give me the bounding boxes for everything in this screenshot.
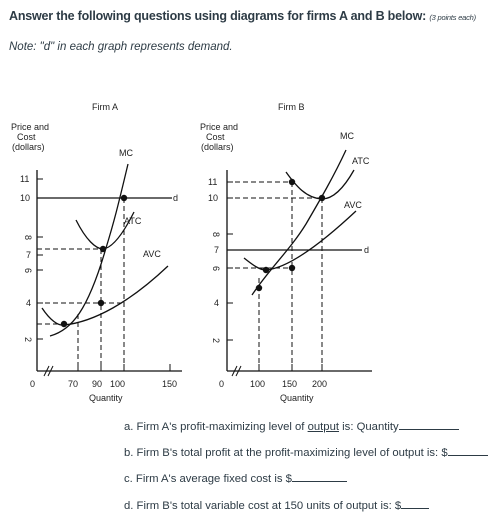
firm-b-atc-label: ATC (352, 156, 370, 166)
firm-a-y-tick-marks (37, 178, 43, 340)
firm-a-xlabel: Quantity (89, 393, 123, 403)
firm-a-y-tick-10: 10 (20, 193, 30, 203)
instructions-header: Answer the following questions using dia… (9, 9, 476, 23)
firm-b-y-tick-11: 11 (208, 177, 217, 187)
firm-b-mc-label: MC (340, 131, 354, 141)
question-a-prefix: a. Firm A's profit-maximizing level of (124, 421, 308, 433)
question-c: c. Firm A's average fixed cost is $ (124, 470, 347, 485)
firm-a-mc-label: MC (119, 148, 133, 158)
firm-a-y-tick-11: 11 (20, 174, 29, 184)
firm-a-avc-label: AVC (143, 249, 161, 259)
points-label: (3 points each) (429, 13, 476, 22)
answer-b-blank[interactable] (447, 444, 488, 456)
firm-b-avc-label: AVC (344, 200, 362, 210)
firm-graphs: Firm A Price and Cost (dollars) 11 10 8 … (11, 102, 372, 403)
firm-a-points (60, 194, 128, 328)
firm-a-y-tick-6: 6 (23, 268, 33, 273)
firm-b-guide-lines (227, 181, 323, 371)
firm-b-title: Firm B (278, 102, 305, 112)
answer-c-blank[interactable] (291, 470, 347, 482)
firm-b-xlabel: Quantity (280, 393, 314, 403)
question-b-text: b. Firm B's total profit at the profit-m… (124, 447, 448, 459)
firm-a-y-tick-2: 2 (23, 337, 33, 342)
firm-a-mc-curve (49, 163, 129, 337)
firm-b-y-tick-8: 8 (211, 232, 221, 237)
firm-a-y-tick-8: 8 (23, 235, 33, 240)
firm-b-y-tick-7: 7 (214, 245, 219, 255)
firm-b-y-tick-4: 4 (214, 298, 219, 308)
question-a-underlined: output (307, 421, 340, 433)
demand-note: Note: "d" in each graph represents deman… (9, 41, 233, 53)
firm-b-x-tick-150: 150 (282, 379, 297, 389)
answer-a-blank[interactable] (398, 418, 459, 430)
firm-b-y-tick-marks (227, 181, 233, 341)
firm-a-graph: Firm A Price and Cost (dollars) 11 10 8 … (11, 102, 182, 403)
firm-b-points (255, 178, 326, 292)
firm-a-title: Firm A (92, 102, 118, 112)
question-d: d. Firm B's total variable cost at 150 u… (124, 497, 430, 512)
firm-b-x-tick-marks (258, 364, 323, 371)
firm-b-y-tick-10: 10 (208, 193, 218, 203)
firm-b-axis-break (231, 365, 242, 377)
firm-b-x-tick-200: 200 (312, 379, 327, 389)
firm-b-mc-curve (251, 149, 347, 296)
firm-a-y-tick-4: 4 (26, 298, 31, 308)
firm-b-y-tick-2: 2 (211, 338, 221, 343)
firm-a-origin: 0 (30, 379, 35, 389)
firm-a-axis-break (43, 365, 54, 377)
firm-b-y-tick-6: 6 (211, 266, 221, 271)
firm-a-ylabel-line3: (dollars) (12, 142, 45, 152)
firm-a-x-tick-100: 100 (110, 379, 125, 389)
question-b: b. Firm B's total profit at the profit-m… (124, 444, 488, 459)
question-a-suffix: is: Quantity (339, 421, 399, 433)
question-d-text: d. Firm B's total variable cost at 150 u… (124, 500, 402, 512)
question-a: a. Firm A's profit-maximizing level of o… (124, 418, 459, 433)
firm-b-x-tick-100: 100 (250, 379, 265, 389)
firm-a-x-tick-90: 90 (92, 379, 102, 389)
firm-b-atc-curve (285, 169, 355, 200)
firm-b-ylabel-line3: (dollars) (201, 142, 234, 152)
firm-a-ylabel-line1: Price and (11, 122, 49, 132)
firm-a-guide-lines (37, 198, 125, 371)
firm-b-ylabel-line1: Price and (200, 122, 238, 132)
firm-a-x-tick-70: 70 (68, 379, 78, 389)
question-c-text: c. Firm A's average fixed cost is $ (124, 473, 292, 485)
answer-d-blank[interactable] (401, 497, 430, 509)
firm-a-avc-curve (41, 265, 169, 326)
firm-b-ylabel-line2: Cost (206, 132, 225, 142)
firm-a-demand-label: d (173, 193, 178, 203)
firm-a-y-tick-7: 7 (26, 250, 31, 260)
firm-a-atc-label: ATC (124, 216, 142, 226)
firm-a-ylabel-line2: Cost (17, 132, 36, 142)
firm-b-origin: 0 (219, 379, 224, 389)
firm-b-avc-curve (243, 210, 357, 271)
firm-a-x-tick-150: 150 (162, 379, 177, 389)
firm-b-graph: Firm B Price and Cost (dollars) 11 10 8 … (200, 102, 372, 403)
instructions-title: Answer the following questions using dia… (9, 9, 427, 23)
firm-b-demand-label: d (364, 245, 369, 255)
